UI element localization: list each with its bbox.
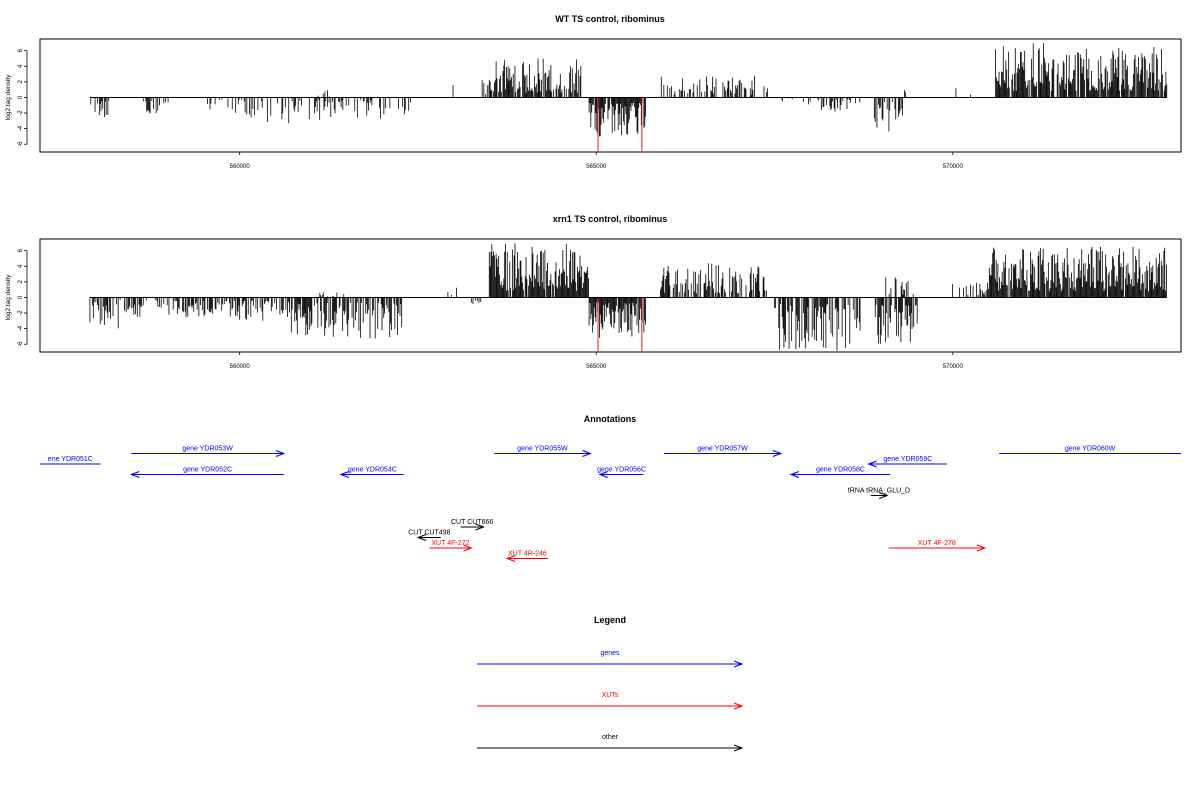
x-tick-label: 565000 <box>586 164 607 170</box>
x-tick-label: 560000 <box>230 364 251 370</box>
y-tick-label: 0 <box>18 95 24 99</box>
y-tick-label: 2 <box>18 80 24 84</box>
chart-title: WT TS control, ribominus <box>555 14 665 24</box>
y-axis-label: log2 tag density <box>5 74 12 120</box>
wt-track-panel: WT TS control, ribominus -6 -4 -2 0 2 4 6 log2 t… <box>5 14 1182 170</box>
y-tick-label: -6 <box>18 341 24 347</box>
feature-arrowhead <box>598 471 608 478</box>
feature-arrowhead <box>339 471 350 478</box>
feature-label: gene YDR059C <box>883 456 932 463</box>
feature-label: XUT 4R-246 <box>508 551 547 558</box>
y-tick-label: -4 <box>18 325 24 331</box>
y-tick-label: 6 <box>18 48 24 52</box>
y-tick-label: 2 <box>18 280 24 284</box>
feature-label: gene YDR056C <box>597 467 646 474</box>
plot-frame <box>39 238 1182 353</box>
feature-label: gene YDR058C <box>816 467 865 474</box>
y-tick-label: -2 <box>18 310 24 316</box>
legend-item-arrowhead <box>733 702 744 710</box>
feature-arrowhead <box>475 523 485 531</box>
legend-item-label: genes <box>600 650 620 657</box>
feature-label: gene YDR052C <box>183 467 232 474</box>
legend-item-label: other <box>602 734 619 741</box>
feature-label: gene YDR054C <box>348 467 397 474</box>
y-tick-label: -6 <box>18 141 24 147</box>
feature-arrowhead <box>463 544 473 552</box>
feature-label: gene YDR060W <box>1065 446 1116 453</box>
legend-item-label: XUTs <box>602 692 619 699</box>
feature-label: tRNA tRNA_GLU_D <box>848 488 910 495</box>
feature-label: ene YDR051C <box>48 456 93 463</box>
feature-arrowhead <box>772 450 783 457</box>
x-tick-label: 570000 <box>943 364 964 370</box>
feature-label: gene YDR057W <box>697 446 748 453</box>
feature-arrowhead <box>789 471 800 478</box>
feature-arrowhead <box>976 544 987 552</box>
legend-item-arrowhead <box>733 744 744 752</box>
y-tick-label: 0 <box>18 295 24 299</box>
legend-title: Legend <box>594 615 626 625</box>
plot-frame <box>39 38 1182 153</box>
feature-label: CUT CUT666 <box>451 519 493 526</box>
feature-label: CUT CUT498 <box>408 530 450 537</box>
x-tick-label: 570000 <box>943 164 964 170</box>
feature-arrowhead <box>129 471 140 478</box>
feature-arrowhead <box>582 450 592 457</box>
feature-label: XUT 4F-272 <box>431 540 469 547</box>
y-tick-label: 4 <box>18 64 24 68</box>
feature-arrowhead <box>416 534 427 541</box>
chart-title: xrn1 TS control, ribominus <box>553 214 668 224</box>
feature-arrowhead <box>879 492 889 499</box>
y-tick-label: -2 <box>18 110 24 116</box>
legend-panel: Legend genes XUTs other <box>477 615 744 752</box>
annotations-title: Annotations <box>584 414 637 424</box>
x-tick-label: 565000 <box>586 364 607 370</box>
x-tick-label: 560000 <box>230 164 251 170</box>
feature-label: gene YDR055W <box>517 446 568 453</box>
y-tick-label: 6 <box>18 248 24 252</box>
feature-label: gene YDR053W <box>182 446 233 453</box>
legend-item-arrowhead <box>733 660 744 668</box>
feature-label: XUT 4F-278 <box>918 540 956 547</box>
y-tick-label: 4 <box>18 264 24 268</box>
feature-arrowhead <box>275 450 286 457</box>
feature-arrowhead <box>505 555 516 562</box>
y-axis-label: log2 tag density <box>5 274 12 320</box>
feature-arrowhead <box>867 460 877 468</box>
y-tick-label: -4 <box>18 125 24 131</box>
xrn1-track-panel: xrn1 TS control, ribominus -6 -4 -2 0 2 4 6 log2… <box>5 214 1182 370</box>
annotations-panel: Annotations ene YDR051C gene YDR052C gene Y… <box>40 414 1181 562</box>
